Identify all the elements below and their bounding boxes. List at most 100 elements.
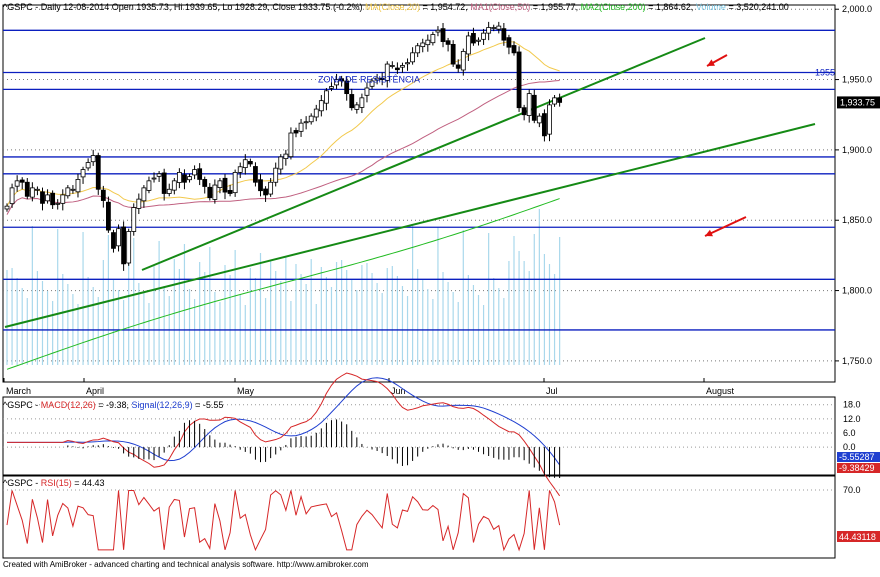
ma20-label: MA(Close,20) xyxy=(364,2,420,12)
candle-up xyxy=(242,159,248,169)
volume-label: Volume xyxy=(695,2,726,12)
candle-up xyxy=(176,171,182,183)
price-y-tick-label: 2,000.0 xyxy=(842,4,872,14)
candle-up xyxy=(318,100,324,112)
candle-down xyxy=(100,189,106,201)
candle-up xyxy=(374,77,380,81)
red-arrow-lower xyxy=(704,216,747,237)
macd-y-tick-label: 12.0 xyxy=(843,414,861,424)
candle-up xyxy=(146,180,152,191)
candle-down xyxy=(263,188,268,196)
signal-tag xyxy=(837,452,880,462)
macd-header-part-1: ^GSPC - xyxy=(3,400,41,410)
candle-down xyxy=(207,186,213,199)
candle-up xyxy=(212,184,218,200)
candle-up xyxy=(187,176,192,181)
candle-up xyxy=(166,188,172,194)
rsi-header-part-3: = 44.43 xyxy=(71,478,105,488)
month-label: May xyxy=(237,386,255,396)
ma50-line xyxy=(6,80,560,215)
price-y-tick-label: 1,950.0 xyxy=(842,75,872,85)
candle-up xyxy=(75,179,81,193)
candle-up xyxy=(481,32,486,40)
signal-tag-value: -5.55287 xyxy=(839,452,875,462)
candle-down xyxy=(471,33,476,44)
candle-down xyxy=(24,181,30,197)
candle-down xyxy=(247,161,253,165)
candle-up xyxy=(65,187,71,197)
last-close-value: 1,933.75 xyxy=(840,97,875,107)
short-trendline xyxy=(141,37,706,271)
candle-up xyxy=(496,25,502,30)
macd-y-tick-label: 0.0 xyxy=(843,442,856,452)
candle-up xyxy=(232,171,238,194)
month-label: April xyxy=(86,386,104,396)
candle-down xyxy=(516,51,522,109)
macd-panel-frame xyxy=(2,396,836,476)
rsi-panel-header: ^GSPC - RSI(15) = 44.43 xyxy=(3,478,105,488)
candle-up xyxy=(80,169,86,178)
candle-up xyxy=(491,27,497,29)
candle-up xyxy=(415,45,421,54)
candle-up xyxy=(410,52,416,63)
rsi-y-tick-label: 70.0 xyxy=(843,485,861,495)
ma50-label: MA1(Close,50) xyxy=(470,2,531,12)
candle-up xyxy=(324,90,329,104)
candle-up xyxy=(268,181,274,195)
candle-up xyxy=(283,153,289,160)
month-label: March xyxy=(6,386,31,396)
ma200-label: MA2(Close,200) xyxy=(580,2,646,12)
candle-down xyxy=(111,232,116,249)
candle-up xyxy=(171,180,177,191)
candle-up xyxy=(278,156,284,170)
candle-down xyxy=(202,179,208,187)
candle-up xyxy=(430,34,436,44)
candle-down xyxy=(542,113,547,137)
candle-up xyxy=(29,187,35,198)
candle-up xyxy=(536,115,542,124)
candle-up xyxy=(389,65,395,67)
signal-label: Signal(12,26,9) xyxy=(131,400,193,410)
footer-credit: Created with AmiBroker - advanced charti… xyxy=(3,560,369,569)
candle-up xyxy=(288,132,294,158)
candle-up xyxy=(526,93,532,116)
candle-up xyxy=(9,187,15,205)
candle-up xyxy=(35,188,40,191)
candle-down xyxy=(394,67,400,71)
ma200-line xyxy=(6,198,560,370)
candle-up xyxy=(85,162,91,169)
macd-header-part-5: = -5.55 xyxy=(192,400,224,410)
candle-up xyxy=(131,207,137,232)
candle-down xyxy=(339,78,345,82)
red-arrow-lower-head xyxy=(705,229,713,237)
price-header-part-3: = 1,954.72, xyxy=(419,2,471,12)
candle-down xyxy=(197,168,203,180)
candle-up xyxy=(329,86,334,89)
candle-up xyxy=(45,194,50,202)
candle-down xyxy=(344,80,350,95)
resistance-zone-label: ZONA DE RESISTÊNCIA xyxy=(318,75,420,85)
candle-down xyxy=(293,130,299,134)
candle-up xyxy=(60,194,66,204)
month-label: August xyxy=(706,386,735,396)
candle-up xyxy=(141,187,147,202)
candle-down xyxy=(531,94,537,121)
candle-up xyxy=(354,104,360,110)
candle-up xyxy=(420,42,426,48)
candle-down xyxy=(511,45,517,54)
candle-down xyxy=(445,40,451,45)
candle-down xyxy=(253,166,258,183)
candle-down xyxy=(521,107,527,116)
candle-down xyxy=(106,201,111,231)
price-y-tick-label: 1,900.0 xyxy=(842,145,872,155)
month-label: Jun xyxy=(391,386,406,396)
candle-down xyxy=(501,28,507,41)
level-1955-label: 1955 xyxy=(815,68,835,78)
candle-up xyxy=(151,177,157,180)
candle-up xyxy=(460,51,466,71)
candle-down xyxy=(95,155,101,190)
price-y-tick-label: 1,800.0 xyxy=(842,286,872,296)
candle-down xyxy=(506,37,512,48)
macd-y-tick-label: 18.0 xyxy=(843,400,861,410)
candle-up xyxy=(90,155,96,163)
